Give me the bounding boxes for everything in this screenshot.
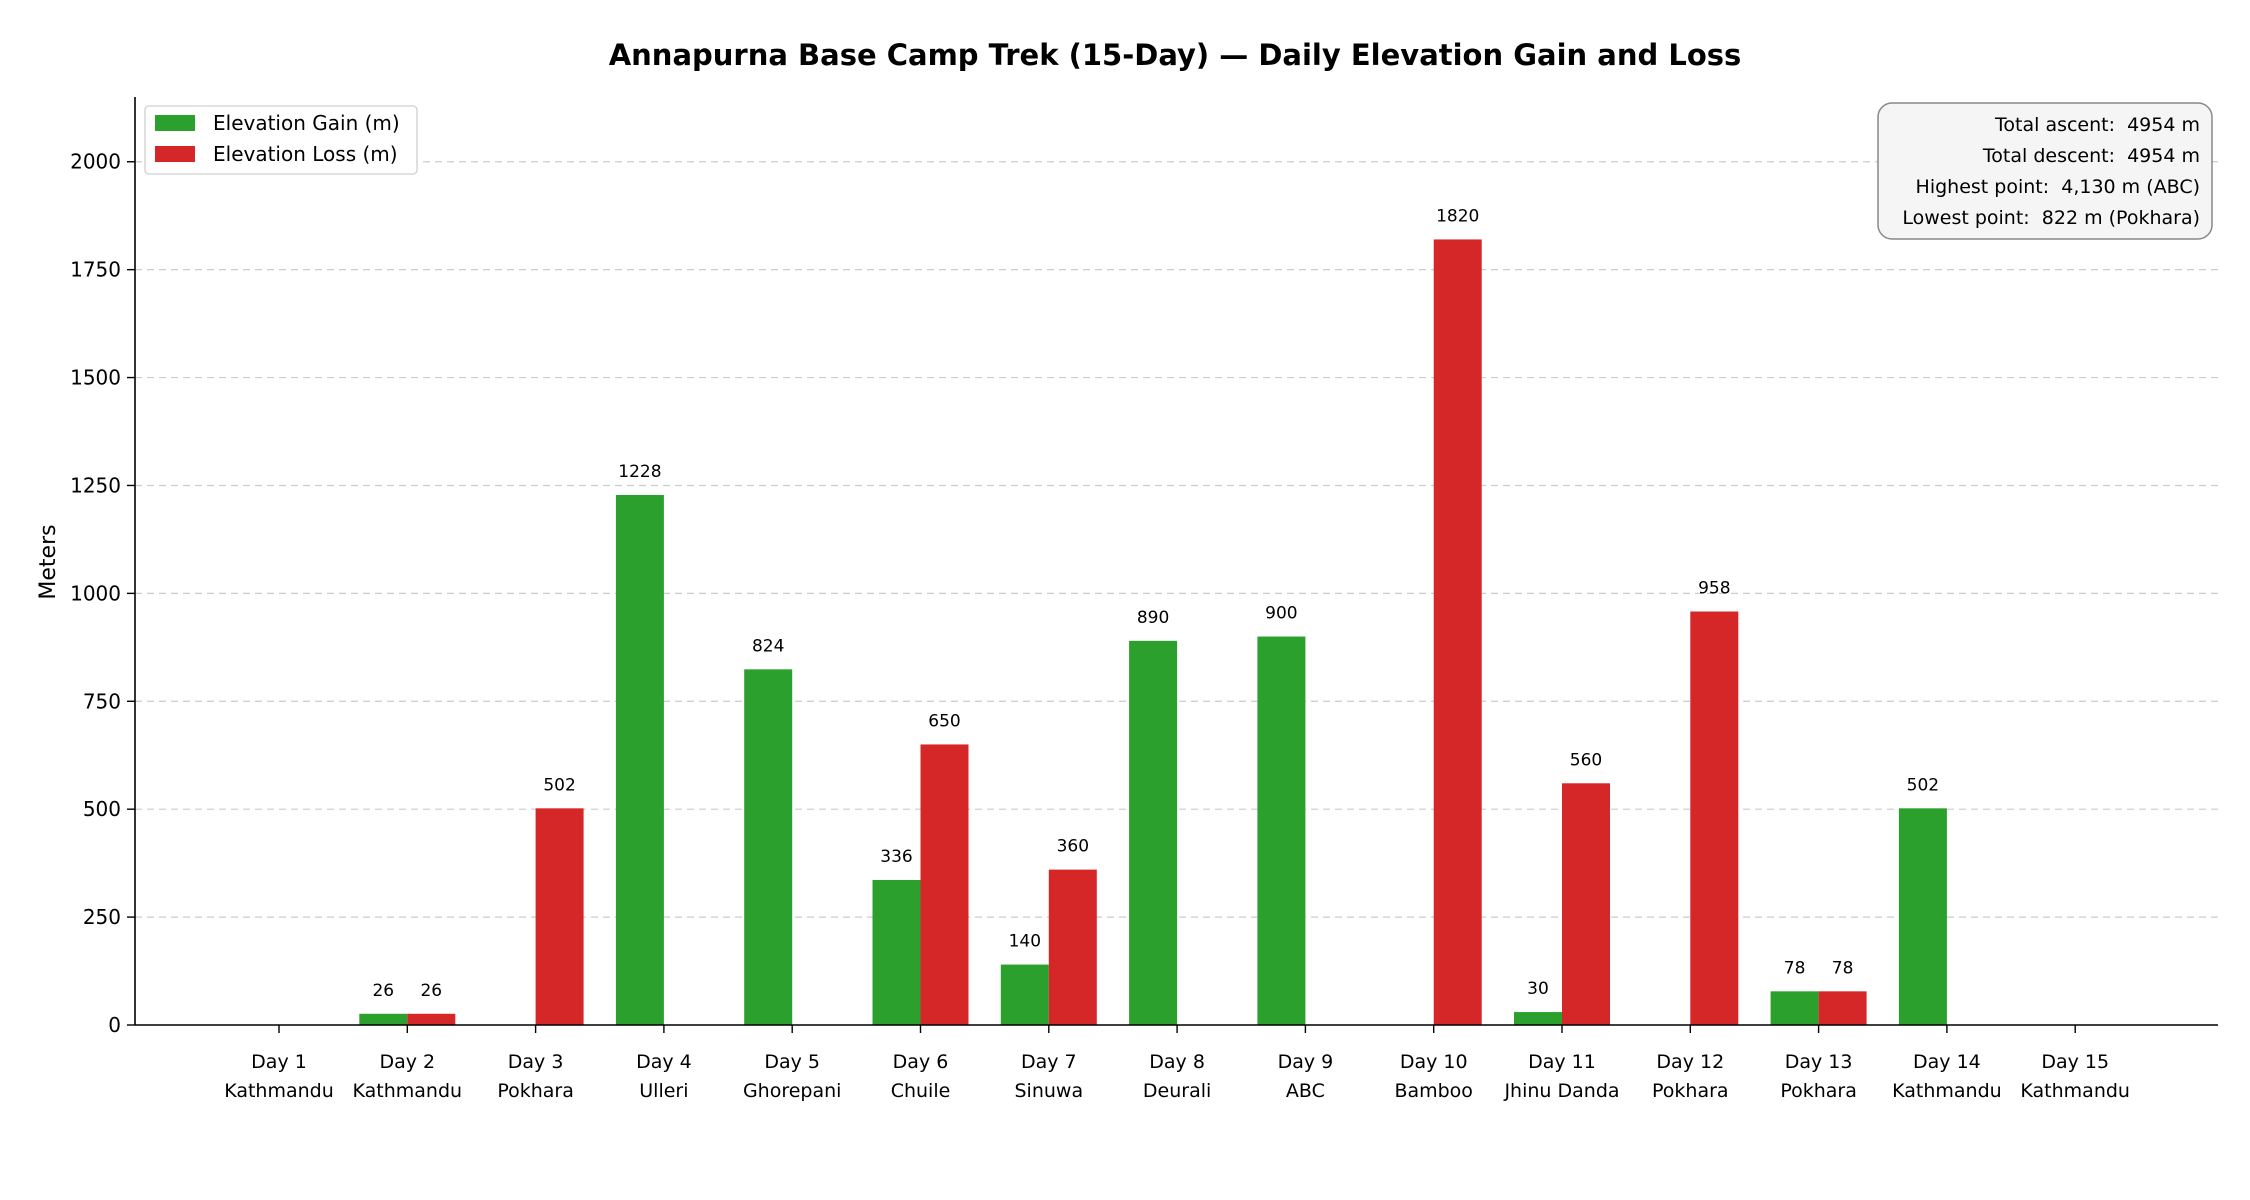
gain-bar xyxy=(1000,964,1049,1025)
loss-bar xyxy=(1818,991,1867,1025)
gain-bar xyxy=(1514,1012,1562,1025)
y-tick-label: 1750 xyxy=(70,258,121,282)
x-tick-label-day: Day 8 xyxy=(1149,1051,1205,1073)
x-tick-label-day: Day 5 xyxy=(764,1051,820,1073)
x-tick-label-day: Day 6 xyxy=(893,1051,949,1073)
gain-data-label: 900 xyxy=(1265,604,1297,624)
x-tick-label-day: Day 4 xyxy=(636,1051,692,1073)
gain-data-label: 140 xyxy=(1009,932,1041,952)
x-tick-label-place: ABC xyxy=(1286,1080,1325,1102)
x-tick-label-day: Day 2 xyxy=(379,1051,435,1073)
loss-data-label: 502 xyxy=(543,775,575,795)
x-tick-label-place: Deurali xyxy=(1143,1080,1211,1102)
loss-data-label: 560 xyxy=(1570,750,1602,770)
legend-swatch-gain xyxy=(155,115,195,131)
legend-label-gain: Elevation Gain (m) xyxy=(213,111,400,135)
loss-data-label: 360 xyxy=(1057,837,1089,857)
x-tick-label-day: Day 1 xyxy=(251,1051,307,1073)
x-tick-label-day: Day 13 xyxy=(1785,1051,1853,1073)
stats-line: Lowest point: 822 m (Pokhara) xyxy=(1902,207,2200,229)
loss-bar xyxy=(1690,611,1739,1025)
gain-bar xyxy=(1257,636,1306,1025)
y-tick-label: 250 xyxy=(83,905,121,929)
gain-data-label: 336 xyxy=(880,847,912,867)
gain-bar xyxy=(872,879,921,1025)
stats-line: Total ascent: 4954 m xyxy=(1994,114,2200,136)
legend-label-loss: Elevation Loss (m) xyxy=(213,142,398,166)
x-tick-label-place: Sinuwa xyxy=(1014,1080,1083,1102)
gain-bar xyxy=(359,1013,408,1025)
legend-swatch-loss xyxy=(155,146,195,162)
y-tick-label: 750 xyxy=(83,689,121,713)
x-tick-label-day: Day 3 xyxy=(508,1051,564,1073)
gain-bar xyxy=(1898,808,1947,1025)
loss-data-label: 78 xyxy=(1832,958,1854,978)
gain-data-label: 890 xyxy=(1137,608,1169,628)
x-tick-label-place: Kathmandu xyxy=(353,1080,463,1102)
loss-data-label: 1820 xyxy=(1436,206,1479,226)
loss-bar xyxy=(1433,239,1482,1026)
bars: 26 1228 824 336 140 890 900 30 78 502 26 502 650 360 1… xyxy=(359,206,1947,1026)
y-tick-label: 2000 xyxy=(70,150,121,174)
stats-line: Highest point: 4,130 m (ABC) xyxy=(1916,176,2200,198)
loss-data-label: 26 xyxy=(420,981,442,1001)
x-tick-label-place: Pokhara xyxy=(1652,1080,1729,1102)
axes: 0 250 500 750 1000 1250 1500 1750 2000 Day 1 Kathm… xyxy=(70,97,2218,1102)
gain-bar xyxy=(1770,991,1819,1025)
x-tick-label-place: Kathmandu xyxy=(224,1080,334,1102)
gain-bar xyxy=(615,494,664,1025)
y-tick-label: 1000 xyxy=(70,581,121,605)
x-tick-label-place: Chuile xyxy=(891,1080,951,1102)
loss-bar xyxy=(920,744,969,1025)
y-tick-label: 1250 xyxy=(70,473,121,497)
legend-box xyxy=(144,105,418,175)
x-tick-label-day: Day 7 xyxy=(1021,1051,1077,1073)
x-tick-label-day: Day 15 xyxy=(2041,1051,2109,1073)
chart-title: Annapurna Base Camp Trek (15-Day) — Dail… xyxy=(609,38,1742,72)
loss-bar xyxy=(1048,869,1097,1025)
loss-bar xyxy=(535,808,584,1025)
gain-data-label: 30 xyxy=(1527,979,1549,999)
gain-data-label: 78 xyxy=(1784,958,1806,978)
x-tick-label-place: Bamboo xyxy=(1394,1080,1473,1102)
stats-box-frame xyxy=(1877,102,2213,240)
x-tick-label-place: Pokhara xyxy=(497,1080,574,1102)
x-tick-label-place: Kathmandu xyxy=(1892,1080,2002,1102)
gain-bar xyxy=(744,669,793,1025)
gain-data-label: 1228 xyxy=(618,462,661,482)
gain-data-label: 502 xyxy=(1907,775,1939,795)
x-tick-label-day: Day 14 xyxy=(1913,1051,1981,1073)
loss-bar xyxy=(1562,783,1610,1025)
x-tick-label-day: Day 10 xyxy=(1400,1051,1468,1073)
x-tick-label-place: Jhinu Danda xyxy=(1503,1080,1619,1102)
loss-data-label: 958 xyxy=(1698,579,1730,599)
y-tick-label: 0 xyxy=(108,1013,121,1037)
gain-bar xyxy=(1129,640,1178,1025)
stats-box: Total ascent: 4954 m Total descent: 4954 … xyxy=(1877,102,2213,240)
stats-line: Total descent: 4954 m xyxy=(1982,145,2200,167)
x-tick-label-place: Ulleri xyxy=(639,1080,688,1102)
gain-data-label: 824 xyxy=(752,636,784,656)
y-tick-label: 500 xyxy=(83,797,121,821)
x-tick-label-day: Day 11 xyxy=(1528,1051,1596,1073)
x-tick-label-day: Day 12 xyxy=(1656,1051,1724,1073)
y-tick-label: 1500 xyxy=(70,366,121,390)
loss-bar xyxy=(407,1013,456,1025)
x-tick-label-day: Day 9 xyxy=(1278,1051,1334,1073)
x-tick-label-place: Ghorepani xyxy=(743,1080,842,1102)
x-tick-label-place: Kathmandu xyxy=(2020,1080,2130,1102)
loss-data-label: 650 xyxy=(928,711,960,731)
y-axis-label: Meters xyxy=(36,524,61,599)
legend: Elevation Gain (m) Elevation Loss (m) xyxy=(144,105,418,175)
x-tick-label-place: Pokhara xyxy=(1780,1080,1857,1102)
gain-data-label: 26 xyxy=(372,981,394,1001)
